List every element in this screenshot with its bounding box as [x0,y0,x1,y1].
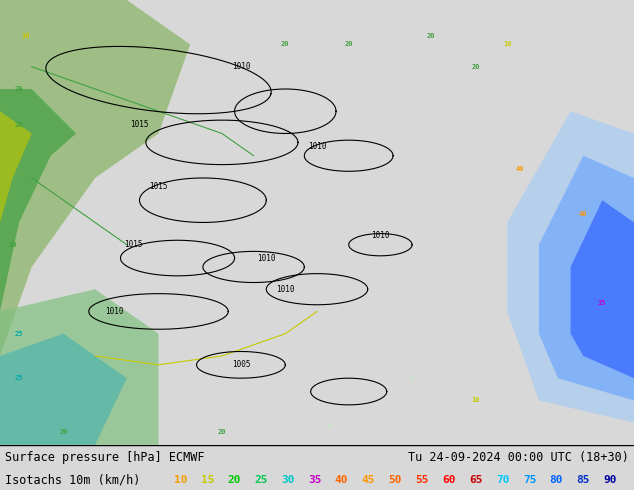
Text: 70: 70 [496,475,510,485]
Text: 35: 35 [308,475,321,485]
Text: 20: 20 [427,33,436,39]
Text: 25: 25 [254,475,268,485]
Polygon shape [507,111,634,423]
Text: 20: 20 [15,86,23,92]
Text: 90: 90 [604,475,617,485]
Text: 20: 20 [8,242,17,248]
Text: 1010: 1010 [371,231,390,240]
Polygon shape [539,156,634,400]
Text: 1010: 1010 [276,285,295,294]
Polygon shape [0,111,32,222]
Polygon shape [0,334,127,445]
Text: 15: 15 [200,475,214,485]
Text: 10: 10 [21,33,30,39]
Text: 1010: 1010 [105,307,124,316]
Text: 1010: 1010 [231,62,250,71]
Text: 20: 20 [59,429,68,435]
Text: 45: 45 [362,475,375,485]
Text: 20: 20 [15,122,23,127]
Text: 60: 60 [443,475,456,485]
Text: 80: 80 [550,475,563,485]
Text: 40: 40 [515,166,524,172]
Polygon shape [0,0,190,356]
Text: 50: 50 [389,475,402,485]
Text: 40: 40 [335,475,349,485]
Text: 20: 20 [281,42,290,48]
Text: 25: 25 [15,375,23,381]
Text: 65: 65 [469,475,482,485]
Text: 20: 20 [344,42,353,48]
Text: 25: 25 [15,331,23,337]
Text: 20: 20 [471,64,480,70]
Text: 10: 10 [471,397,480,403]
Text: 35: 35 [598,299,607,306]
Text: 1015: 1015 [130,120,149,129]
Polygon shape [571,200,634,378]
Text: 1015: 1015 [149,182,168,192]
Text: 20: 20 [217,429,226,435]
Text: 5: 5 [328,424,332,430]
Text: 20: 20 [228,475,241,485]
Text: 10: 10 [503,42,512,48]
Text: 5: 5 [410,375,414,381]
Text: 1010: 1010 [307,142,327,151]
Text: Tu 24-09-2024 00:00 UTC (18+30): Tu 24-09-2024 00:00 UTC (18+30) [408,451,629,464]
Polygon shape [0,289,158,445]
Text: 1005: 1005 [231,360,250,369]
Text: 75: 75 [523,475,536,485]
Text: Surface pressure [hPa] ECMWF: Surface pressure [hPa] ECMWF [5,451,205,464]
Text: 10: 10 [174,475,187,485]
Text: 1010: 1010 [257,253,276,263]
Text: 30: 30 [281,475,295,485]
Text: 1015: 1015 [124,240,143,249]
Text: 40: 40 [579,211,588,217]
Text: 55: 55 [415,475,429,485]
Text: Isotachs 10m (km/h): Isotachs 10m (km/h) [5,473,141,487]
Polygon shape [0,89,76,312]
Text: 85: 85 [576,475,590,485]
